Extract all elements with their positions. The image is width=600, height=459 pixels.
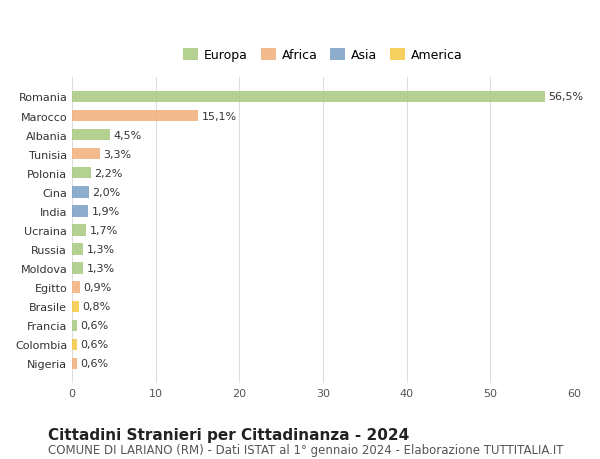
Bar [72, 320, 77, 331]
Text: 56,5%: 56,5% [548, 92, 583, 102]
Bar [72, 244, 83, 255]
Text: 0,6%: 0,6% [80, 340, 109, 350]
Text: 0,9%: 0,9% [83, 283, 111, 292]
Bar [72, 129, 110, 141]
Text: 1,7%: 1,7% [89, 225, 118, 235]
Bar [72, 187, 89, 198]
Text: 0,8%: 0,8% [82, 302, 110, 312]
Text: 3,3%: 3,3% [103, 149, 131, 159]
Bar [72, 206, 88, 217]
Bar [72, 358, 77, 369]
Bar [72, 282, 80, 293]
Legend: Europa, Africa, Asia, America: Europa, Africa, Asia, America [178, 44, 468, 67]
Bar [72, 225, 86, 236]
Text: 1,3%: 1,3% [86, 245, 115, 254]
Text: 0,6%: 0,6% [80, 321, 109, 330]
Text: 1,9%: 1,9% [91, 207, 119, 217]
Bar [72, 149, 100, 160]
Text: 2,0%: 2,0% [92, 187, 121, 197]
Bar [72, 111, 199, 122]
Text: 0,6%: 0,6% [80, 359, 109, 369]
Bar [72, 301, 79, 312]
Bar [72, 168, 91, 179]
Text: 1,3%: 1,3% [86, 263, 115, 274]
Text: 15,1%: 15,1% [202, 111, 237, 121]
Text: COMUNE DI LARIANO (RM) - Dati ISTAT al 1° gennaio 2024 - Elaborazione TUTTITALIA: COMUNE DI LARIANO (RM) - Dati ISTAT al 1… [48, 443, 563, 456]
Bar [72, 263, 83, 274]
Text: 4,5%: 4,5% [113, 130, 142, 140]
Text: 2,2%: 2,2% [94, 168, 122, 179]
Bar [72, 339, 77, 350]
Text: Cittadini Stranieri per Cittadinanza - 2024: Cittadini Stranieri per Cittadinanza - 2… [48, 427, 409, 442]
Bar [72, 91, 545, 103]
